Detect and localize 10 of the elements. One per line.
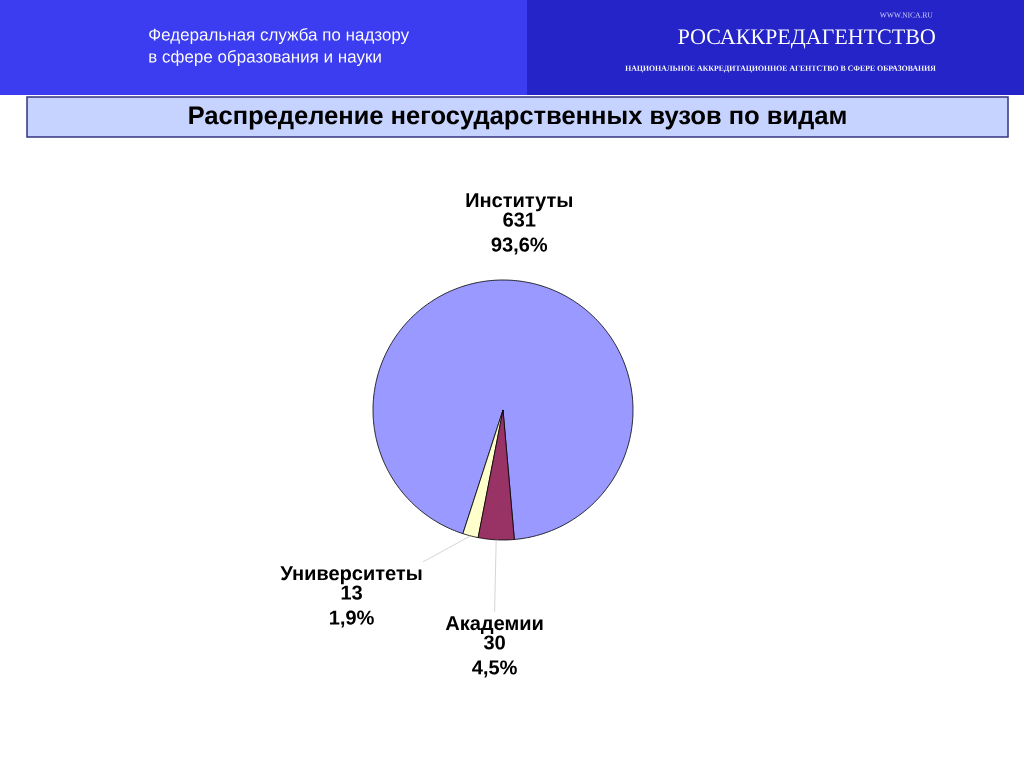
text: РОСАККРЕДАГЕНТСТВО — [678, 29, 935, 49]
text: Федеральная служба по надзору — [149, 27, 410, 44]
data-label: 30 4,5% — [472, 635, 517, 678]
slice-label: Университеты — [280, 566, 422, 585]
data-label: 13 1,9% — [330, 585, 374, 628]
data-label: 631 93,6% — [491, 212, 548, 255]
slice-label: Академии — [445, 616, 543, 634]
slice-label: Институты — [466, 193, 572, 212]
text: в сфере образования и науки — [149, 49, 381, 66]
chart-title: Распределение негосударственных вузов по видам — [189, 106, 846, 130]
